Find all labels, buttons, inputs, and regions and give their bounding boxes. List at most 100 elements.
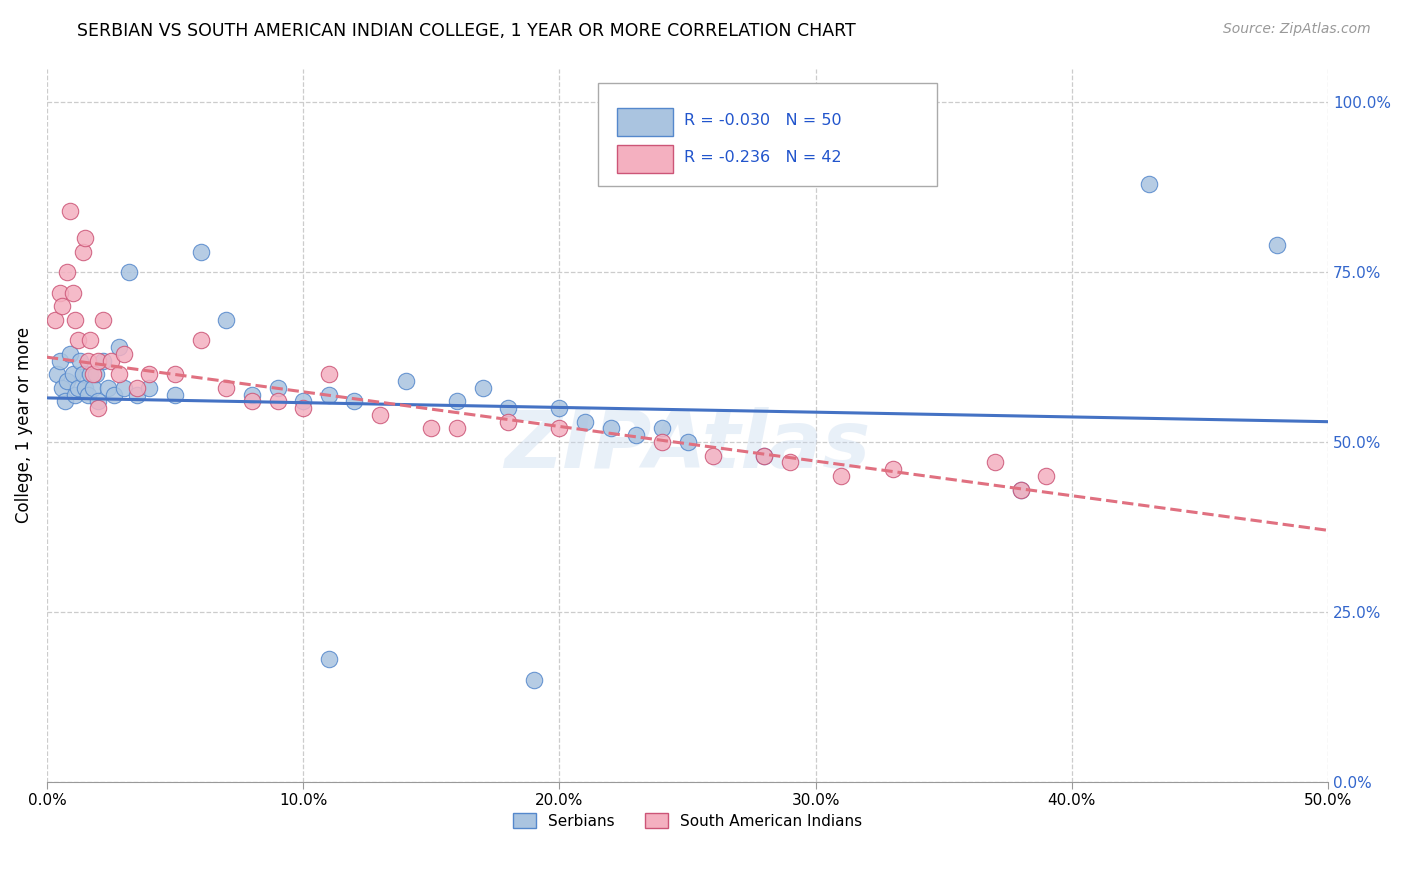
Point	[51, 381, 73, 395]
Point	[112, 347, 135, 361]
Point	[112, 381, 135, 395]
Point	[163, 387, 186, 401]
Point	[190, 244, 212, 259]
Point	[138, 381, 160, 395]
Point	[62, 285, 84, 300]
Point	[103, 387, 125, 401]
Point	[830, 469, 852, 483]
Point	[62, 367, 84, 381]
Point	[446, 394, 468, 409]
Text: ZIPAtlas: ZIPAtlas	[505, 408, 870, 485]
Point	[59, 204, 82, 219]
Point	[548, 421, 571, 435]
Y-axis label: College, 1 year or more: College, 1 year or more	[15, 327, 32, 523]
Point	[138, 367, 160, 381]
Point	[1137, 177, 1160, 191]
Point	[266, 394, 288, 409]
Point	[215, 381, 238, 395]
Point	[240, 387, 263, 401]
Point	[215, 313, 238, 327]
Point	[830, 116, 852, 130]
Point	[72, 367, 94, 381]
Point	[75, 381, 97, 395]
Point	[72, 244, 94, 259]
Point	[240, 394, 263, 409]
Point	[676, 435, 699, 450]
Point	[48, 353, 70, 368]
Point	[51, 299, 73, 313]
Point	[651, 435, 673, 450]
Text: Source: ZipAtlas.com: Source: ZipAtlas.com	[1223, 22, 1371, 37]
Point	[48, 285, 70, 300]
Point	[318, 652, 340, 666]
Point	[75, 231, 97, 245]
Point	[1010, 483, 1032, 497]
Point	[343, 394, 366, 409]
Point	[125, 387, 148, 401]
Point	[53, 394, 76, 409]
Point	[125, 381, 148, 395]
Point	[79, 333, 101, 347]
Point	[107, 367, 129, 381]
Point	[66, 333, 89, 347]
Point	[82, 381, 104, 395]
Point	[87, 353, 110, 368]
Point	[523, 673, 546, 687]
Point	[292, 394, 315, 409]
Point	[56, 374, 79, 388]
Point	[79, 367, 101, 381]
Point	[882, 462, 904, 476]
Point	[63, 313, 86, 327]
Point	[779, 455, 801, 469]
Point	[368, 408, 391, 422]
Point	[190, 333, 212, 347]
Point	[59, 347, 82, 361]
Point	[100, 353, 122, 368]
Point	[984, 455, 1007, 469]
Point	[318, 387, 340, 401]
FancyBboxPatch shape	[617, 108, 673, 136]
Point	[77, 387, 100, 401]
Point	[69, 353, 91, 368]
FancyBboxPatch shape	[598, 83, 938, 186]
Point	[46, 367, 69, 381]
Point	[1010, 483, 1032, 497]
Point	[77, 353, 100, 368]
Point	[63, 387, 86, 401]
Text: SERBIAN VS SOUTH AMERICAN INDIAN COLLEGE, 1 YEAR OR MORE CORRELATION CHART: SERBIAN VS SOUTH AMERICAN INDIAN COLLEGE…	[77, 22, 856, 40]
Point	[56, 265, 79, 279]
Point	[574, 415, 596, 429]
Point	[496, 401, 519, 416]
Point	[163, 367, 186, 381]
Point	[702, 449, 724, 463]
Point	[292, 401, 315, 416]
Point	[84, 367, 107, 381]
Point	[87, 401, 110, 416]
Point	[1035, 469, 1057, 483]
Point	[91, 353, 114, 368]
Point	[599, 421, 621, 435]
Point	[66, 381, 89, 395]
Point	[1265, 238, 1288, 252]
Point	[82, 367, 104, 381]
Point	[266, 381, 288, 395]
Point	[651, 421, 673, 435]
Point	[471, 381, 494, 395]
Text: R = -0.030   N = 50: R = -0.030 N = 50	[683, 113, 841, 128]
Point	[420, 421, 443, 435]
Point	[118, 265, 141, 279]
FancyBboxPatch shape	[617, 145, 673, 173]
Point	[87, 394, 110, 409]
Point	[754, 449, 776, 463]
Point	[548, 401, 571, 416]
Point	[318, 367, 340, 381]
Point	[754, 449, 776, 463]
Point	[44, 313, 66, 327]
Legend: Serbians, South American Indians: Serbians, South American Indians	[506, 806, 869, 835]
Point	[97, 381, 120, 395]
Point	[446, 421, 468, 435]
Text: R = -0.236   N = 42: R = -0.236 N = 42	[683, 150, 841, 165]
Point	[395, 374, 418, 388]
Point	[91, 313, 114, 327]
Point	[626, 428, 648, 442]
